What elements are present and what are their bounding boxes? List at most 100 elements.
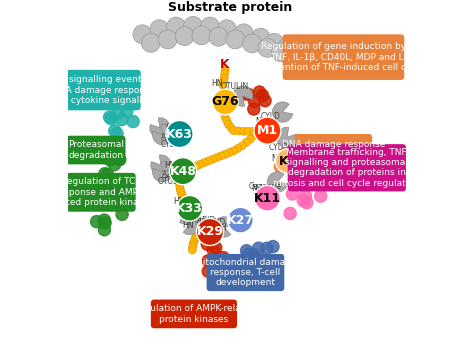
Circle shape [307,158,319,170]
Circle shape [240,245,253,257]
Text: NH: NH [252,184,263,193]
Circle shape [96,175,108,187]
Circle shape [282,143,294,155]
Circle shape [284,207,296,219]
Circle shape [217,251,229,263]
Circle shape [167,17,186,36]
Circle shape [221,150,229,158]
Circle shape [120,105,133,118]
Circle shape [177,189,185,197]
Text: Substrate protein: Substrate protein [168,1,292,14]
Circle shape [218,20,237,39]
Text: M1: M1 [257,124,278,137]
Wedge shape [180,214,200,235]
Circle shape [208,258,220,270]
Circle shape [212,89,238,115]
Circle shape [299,157,311,169]
Circle shape [272,43,291,62]
Circle shape [176,186,184,194]
Circle shape [192,162,200,170]
Circle shape [99,168,111,180]
Circle shape [196,218,223,246]
Text: K11: K11 [254,192,281,205]
Wedge shape [214,217,234,237]
Circle shape [209,155,217,163]
Circle shape [248,248,260,261]
Circle shape [267,241,279,253]
Circle shape [219,78,228,86]
Circle shape [234,24,253,43]
Circle shape [98,214,110,226]
Circle shape [99,217,111,229]
Circle shape [297,161,309,174]
Circle shape [278,151,290,163]
Circle shape [180,194,188,202]
Text: HN: HN [164,160,176,170]
FancyBboxPatch shape [66,136,126,164]
Circle shape [111,128,123,140]
FancyBboxPatch shape [288,144,406,191]
Text: K29: K29 [196,225,223,239]
Circle shape [201,17,219,36]
Circle shape [101,194,113,207]
Circle shape [253,86,265,98]
Circle shape [264,33,283,52]
Text: HN: HN [165,124,177,132]
Circle shape [245,127,253,135]
Text: Regulation of TCR
response and AMPK-
related protein kinases: Regulation of TCR response and AMPK- rel… [49,178,153,207]
Circle shape [248,95,261,108]
Circle shape [219,81,227,89]
Circle shape [243,34,262,53]
Circle shape [166,120,193,148]
Circle shape [105,113,117,125]
FancyBboxPatch shape [294,134,372,156]
Circle shape [228,207,253,233]
Circle shape [258,38,277,57]
Text: NH: NH [215,223,227,233]
Text: Regulation of gene induction by e.g.
TNF, IL-1β, CD40L, MDP and LPS,
prevention : Regulation of gene induction by e.g. TNF… [259,42,428,72]
Circle shape [178,174,186,182]
Circle shape [227,124,235,132]
Circle shape [109,159,120,171]
Circle shape [101,190,113,202]
Wedge shape [277,127,297,148]
Circle shape [116,208,128,220]
Wedge shape [153,162,173,182]
Circle shape [238,142,246,150]
Circle shape [200,159,208,167]
Text: NH: NH [271,154,283,163]
Circle shape [286,188,299,200]
Circle shape [185,166,193,175]
Circle shape [217,152,225,160]
Text: K48: K48 [169,165,196,178]
Text: Regulation of AMPK-related
protein kinases: Regulation of AMPK-related protein kinas… [133,304,255,324]
Circle shape [252,127,260,135]
Circle shape [225,120,233,129]
Text: A20: A20 [162,170,177,179]
FancyBboxPatch shape [283,34,404,80]
Text: K27: K27 [227,214,254,226]
Text: CYLD: CYLD [261,112,281,121]
Circle shape [177,196,202,221]
Circle shape [104,154,116,166]
Text: Membrane trafficking, TNF
signalling and proteasomal
degradation of proteins in
: Membrane trafficking, TNF signalling and… [273,148,420,188]
Circle shape [301,197,313,209]
Circle shape [285,146,298,158]
Text: HN: HN [211,79,222,88]
Circle shape [221,113,229,121]
Circle shape [101,168,114,181]
Circle shape [213,154,221,162]
Circle shape [193,228,201,236]
Circle shape [315,190,327,202]
Circle shape [111,107,123,119]
Circle shape [207,243,219,255]
Text: Cell signalling events in
DNA damage response
and cytokine signalling: Cell signalling events in DNA damage res… [49,75,158,105]
Text: K33: K33 [176,202,203,215]
Circle shape [226,30,245,49]
Text: CYLD: CYLD [161,140,181,149]
Circle shape [141,33,160,52]
Circle shape [186,201,194,209]
Circle shape [169,158,196,185]
Circle shape [194,223,202,231]
Circle shape [251,28,270,47]
